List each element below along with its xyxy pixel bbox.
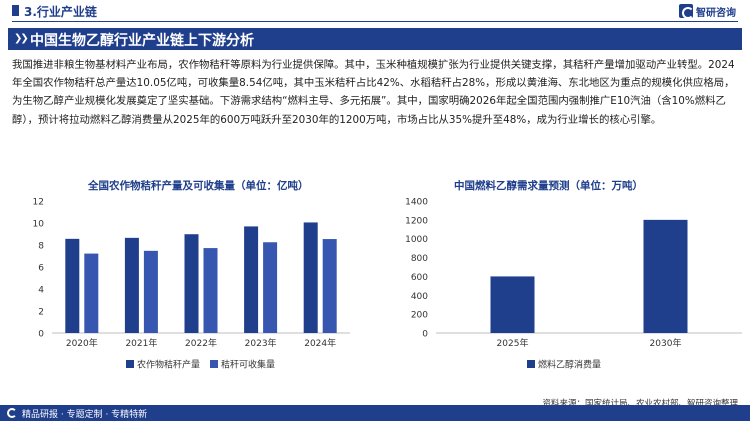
ethanol-ytick-label: 600 [411,273,428,283]
header-divider [12,21,738,22]
brand: 智研咨询 [679,3,736,19]
straw-legend-label: 农作物秸秆产量 [137,359,200,371]
chart-ethanol-title: 中国燃料乙醇需求量预测（单位：万吨） [454,180,643,192]
chart-straw-title: 全国农作物秸秆产量及可收集量（单位：亿吨） [88,180,309,192]
ethanol-ytick-label: 0 [422,330,428,340]
ethanol-ytick-label: 1000 [405,235,428,245]
straw-xtick-label: 2023年 [245,337,277,349]
straw-xtick-label: 2022年 [185,337,217,349]
straw-legend-label: 秸秆可收集量 [221,359,275,371]
section-title: 3.行业产业链 [24,5,97,19]
straw-bar [184,234,199,333]
double-chevron-icon: ❯❯ [14,33,29,44]
intro-paragraph: 我国推进非粮生物基材料产业布局，农作物秸秆等原料为行业提供保障。其中，玉米种植规… [12,59,735,126]
ethanol-legend-swatch [527,360,535,368]
section-marker [12,5,19,16]
ethanol-ytick-label: 1400 [405,198,428,208]
ethanol-ytick-label: 1200 [405,216,428,226]
ethanol-ytick-label: 400 [411,292,428,302]
ethanol-ytick-label: 200 [411,311,428,321]
ethanol-legend-label: 燃料乙醇消费量 [538,359,601,371]
straw-ytick-label: 8 [38,242,44,252]
straw-bar [322,239,337,333]
straw-ytick-label: 4 [38,286,44,296]
straw-ytick-label: 10 [33,220,45,230]
straw-bar [203,248,218,333]
straw-xtick-label: 2020年 [66,337,98,349]
straw-ytick-label: 2 [38,308,44,318]
ethanol-xtick-label: 2025年 [497,337,529,349]
page-title: 中国生物乙醇行业产业链上下游分析 [30,33,254,49]
straw-bar [244,226,259,333]
straw-xtick-label: 2021年 [125,337,157,349]
straw-bar [65,238,80,333]
straw-bar [303,222,318,333]
straw-ytick-label: 6 [38,264,44,274]
straw-xtick-label: 2024年 [304,337,336,349]
ethanol-ytick-label: 800 [411,254,428,264]
straw-ytick-label: 0 [38,330,44,340]
brand-logo-icon [679,4,694,19]
footer-slogan: 精品研报 · 专题定制 · 专精特新 [22,410,148,420]
top-bar: 3.行业产业链 智研咨询 [0,0,750,22]
title-banner: ❯❯ 中国生物乙醇行业产业链上下游分析 [8,28,742,50]
straw-ytick-label: 12 [33,198,44,208]
footer-logo-icon [7,408,17,418]
straw-legend-swatch [210,360,218,368]
data-source-note: 资料来源：国家统计局、农业农村部、智研咨询整理 [542,399,738,409]
ethanol-xtick-label: 2030年 [650,337,682,349]
footer-bar: 精品研报 · 专题定制 · 专精特新 [0,405,750,421]
straw-bar [84,253,99,333]
brand-name: 智研咨询 [696,7,736,19]
ethanol-bar [490,276,535,333]
ethanol-bar [643,219,688,333]
straw-bar [263,242,278,333]
straw-bar [143,250,158,333]
straw-legend-swatch [126,360,134,368]
straw-bar [124,237,139,333]
